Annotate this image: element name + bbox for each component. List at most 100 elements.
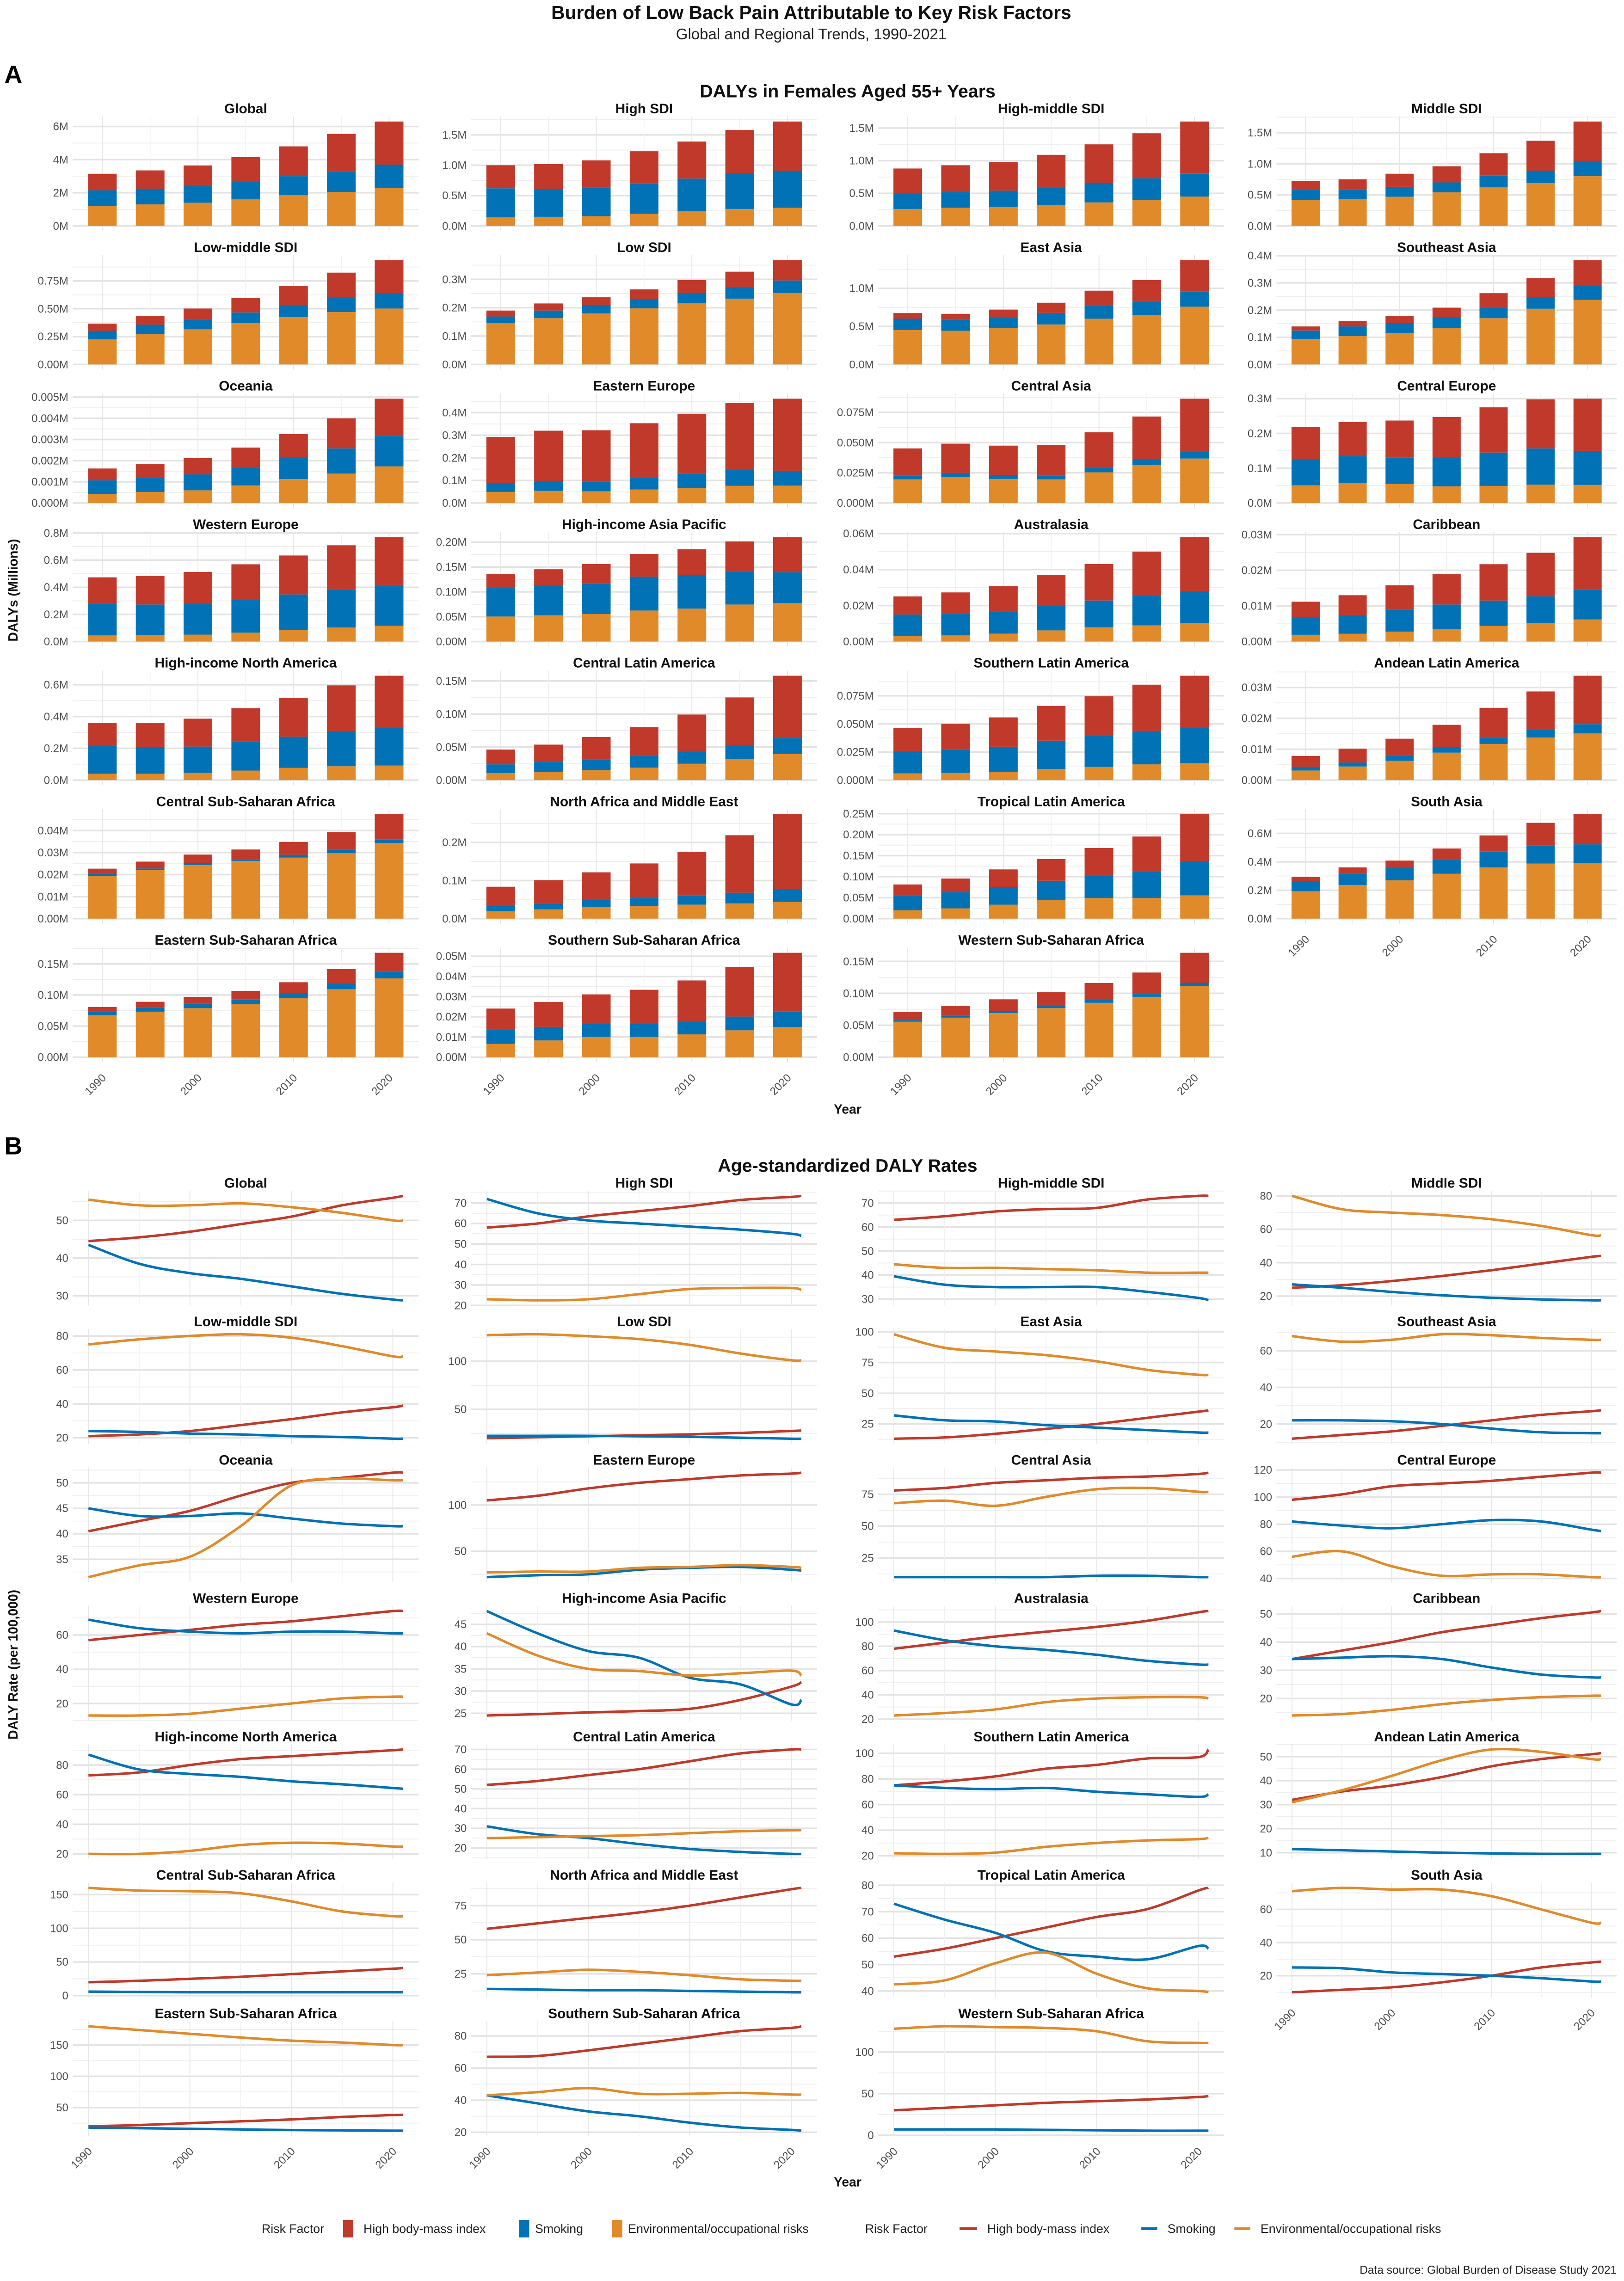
y-tick-label: 0.15M — [37, 958, 68, 971]
line-smoking — [894, 2128, 1209, 2132]
facet-central-asia: Central Asia 25 50 75 — [861, 1452, 1224, 1582]
bar-env-2020 — [1573, 863, 1602, 919]
facet-middle-sdi: Middle SDI 0.0M 0.5M 1.0M 1.5M — [1248, 101, 1617, 233]
bar-bmi-2020 — [375, 399, 404, 437]
bar-bmi-1995 — [135, 576, 165, 605]
facet-title: High-income North America — [155, 1729, 337, 1745]
facet-title: Central Europe — [1397, 378, 1496, 393]
bar-bmi-2010 — [1479, 564, 1508, 601]
line-smoking — [88, 1430, 403, 1440]
bar-smoking-2000 — [582, 759, 611, 770]
bar-env-2000 — [184, 865, 213, 919]
bar-smoking-2015 — [1526, 596, 1555, 623]
y-tick-label: 50 — [455, 1403, 467, 1416]
bar-bmi-1990 — [88, 723, 117, 746]
bar-env-2020 — [773, 486, 802, 503]
bar-bmi-2015 — [725, 130, 754, 173]
y-tick-label: 0.10M — [843, 871, 874, 883]
facet-southeast-asia: Southeast Asia 20 40 60 — [1260, 1314, 1617, 1444]
bar-env-2000 — [1385, 333, 1414, 365]
facet-global: Global 30 40 50 — [56, 1176, 419, 1306]
bar-smoking-2005 — [629, 577, 658, 611]
bar-bmi-2020 — [375, 537, 404, 586]
bar-smoking-1990 — [486, 1029, 515, 1044]
bar-env-2010 — [279, 857, 308, 919]
y-tick-label: 0.50M — [37, 303, 68, 315]
line-env — [893, 1333, 1209, 1377]
bar-bmi-2000 — [1385, 420, 1414, 458]
bar-bmi-2010 — [1084, 848, 1113, 876]
bar-bmi-2020 — [1180, 953, 1209, 983]
facet-eastern-europe: Eastern Europe 50 100 — [448, 1452, 818, 1582]
bar-env-2005 — [1037, 205, 1066, 226]
bar-env-2005 — [231, 1004, 260, 1057]
line-bmi — [1292, 1254, 1601, 1289]
line-env — [486, 1333, 802, 1362]
bar-env-2010 — [1084, 472, 1113, 503]
line-bmi — [486, 1194, 802, 1229]
y-tick-label: 0.075M — [837, 406, 874, 419]
y-tick-label: 80 — [56, 1759, 68, 1771]
y-tick-label: 0.000M — [837, 774, 874, 787]
y-tick-label: 0.05M — [843, 891, 874, 904]
bar-smoking-2005 — [1432, 182, 1461, 193]
bar-env-1995 — [534, 1040, 563, 1057]
bar-env-1990 — [1292, 485, 1320, 503]
facet-tropical-latin-america: Tropical Latin America 0.00M 0.05M 0.10M 0.1… — [843, 794, 1224, 925]
line-smoking — [486, 1610, 802, 1706]
y-tick-label: 50 — [455, 1238, 467, 1250]
legend-label-bmi: High body-mass index — [363, 2222, 486, 2236]
bar-bmi-2005 — [1432, 848, 1461, 860]
bar-bmi-2015 — [725, 271, 754, 287]
bar-smoking-2005 — [231, 741, 260, 771]
bar-env-2020 — [1180, 307, 1209, 365]
gridlines — [878, 1744, 1224, 1859]
bar-bmi-2005 — [629, 151, 658, 184]
bar-bmi-1995 — [1338, 595, 1367, 615]
y-tick-label: 1.5M — [849, 122, 874, 135]
y-tick-label: 0.01M — [436, 1031, 467, 1044]
bar-smoking-1995 — [941, 192, 970, 208]
bar-bmi-2020 — [773, 676, 802, 738]
y-tick-label: 80 — [861, 1773, 874, 1785]
y-tick-label: 0.4M — [1248, 856, 1272, 868]
facet-global: Global 0M 2M 4M 6M — [53, 101, 419, 233]
bar-env-1995 — [534, 318, 563, 365]
bar-env-2005 — [629, 610, 658, 642]
y-tick-label: 0.2M — [1248, 884, 1272, 897]
y-tick-label: 1.0M — [1248, 158, 1272, 170]
facet-title: Oceania — [219, 1452, 273, 1468]
bar-smoking-2010 — [677, 178, 707, 212]
y-tick-label: 0.2M — [442, 302, 467, 314]
bar-smoking-2020 — [1180, 591, 1209, 623]
facet-low-sdi: Low SDI 0.0M 0.1M 0.2M 0.3M — [442, 240, 818, 371]
bar-bmi-1990 — [486, 165, 515, 189]
line-env — [1292, 1194, 1602, 1237]
facet-central-europe: Central Europe 40 60 80 100 120 — [1254, 1452, 1617, 1585]
bar-bmi-1990 — [486, 886, 515, 906]
bar-env-1995 — [941, 477, 970, 503]
y-tick-label: 50 — [455, 1934, 467, 1946]
bar-smoking-1990 — [893, 319, 923, 330]
facet-high-middle-sdi: High-middle SDI 0.0M 0.5M 1.0M 1.5M — [849, 101, 1224, 233]
bar-env-2015 — [725, 1030, 754, 1057]
line-smoking — [486, 2094, 802, 2132]
bar-env-2000 — [989, 1013, 1018, 1057]
y-tick-label: 0.0M — [1248, 220, 1272, 233]
y-tick-label: 0.06M — [843, 528, 874, 540]
facet-oceania: Oceania 0.000M 0.001M 0.002M 0.003M 0.004M 0.0… — [31, 378, 419, 510]
y-tick-label: 20 — [1260, 1970, 1273, 1982]
bar-bmi-2010 — [677, 549, 707, 575]
bar-bmi-2015 — [725, 403, 754, 470]
bar-smoking-2015 — [1526, 297, 1555, 309]
bar-env-2015 — [327, 989, 356, 1057]
bar-bmi-2000 — [989, 999, 1018, 1011]
bar-smoking-2015 — [1132, 872, 1161, 898]
bar-bmi-2020 — [1573, 260, 1602, 286]
y-tick-label: 45 — [56, 1502, 68, 1515]
bar-bmi-2000 — [184, 855, 213, 863]
y-tick-label: 0.0M — [849, 358, 874, 371]
y-tick-label: 0.1M — [442, 875, 467, 887]
bar-env-1990 — [486, 616, 515, 642]
line-bmi — [486, 1471, 802, 1502]
